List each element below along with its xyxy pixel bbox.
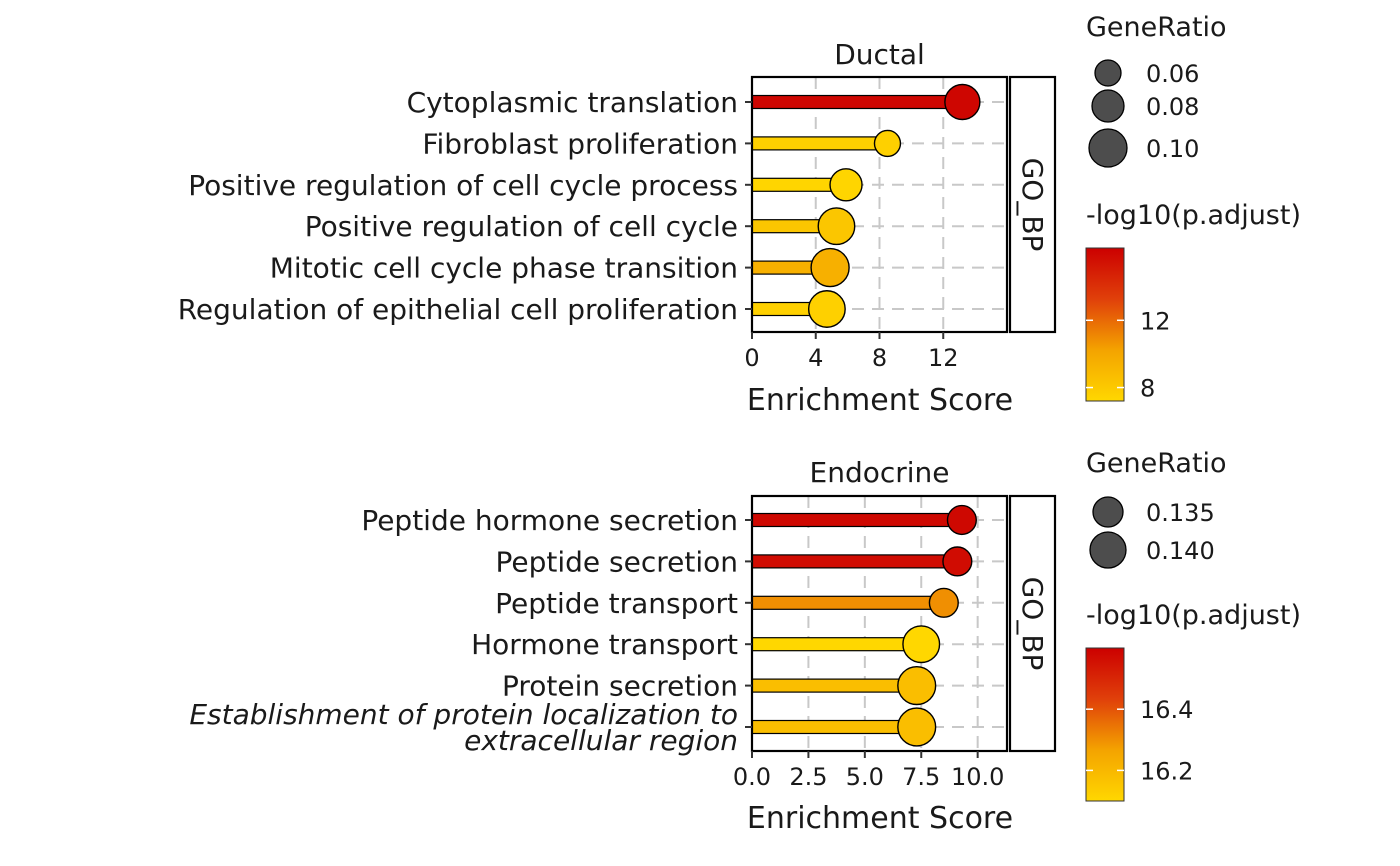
facet-strip-label: GO_BP (1016, 577, 1049, 671)
color-legend-title: -log10(p.adjust) (1086, 600, 1301, 631)
size-legend-title: GeneRatio (1086, 12, 1227, 43)
y-tick-label: Positive regulation of cell cycle (305, 210, 738, 243)
lollipop-point (928, 587, 959, 618)
size-legend-label: 0.08 (1146, 93, 1199, 121)
color-legend-label: 16.4 (1140, 696, 1193, 724)
lollipop-point (829, 168, 863, 202)
size-legend-label: 0.140 (1146, 537, 1215, 565)
color-legend-title: -log10(p.adjust) (1086, 200, 1301, 231)
size-legend-title: GeneRatio (1086, 448, 1227, 479)
x-tick-label: 4 (808, 344, 823, 372)
x-tick-label: 5.0 (846, 763, 884, 791)
y-tick-label: Mitotic cell cycle phase transition (270, 252, 738, 285)
y-tick-label-line: Establishment of protein localization to (189, 698, 738, 731)
lollipop-bar (751, 595, 945, 610)
lollipop-bar (751, 512, 963, 528)
lollipop-point (944, 83, 981, 121)
y-tick-label: Peptide transport (495, 587, 738, 620)
size-legend-key (1088, 128, 1128, 168)
color-legend-bar (1085, 247, 1125, 402)
y-axis-labels: Cytoplasmic translation Fibroblast prolif… (178, 86, 752, 326)
lollipop-point (817, 207, 856, 246)
x-tick-label: 12 (928, 344, 959, 372)
facet-strip-label: GO_BP (1016, 158, 1049, 252)
facet-strip (1008, 494, 1057, 753)
lollipop-point (873, 129, 902, 158)
x-tick-label: 2.5 (789, 763, 827, 791)
y-tick-label: Hormone transport (471, 628, 738, 661)
color-legend: -log10(p.adjust) 16.2 16.4 (1085, 600, 1301, 802)
panel-ductal: Ductal GO_BP Cytoplasmic translation Fibrob… (178, 12, 1301, 418)
lollipop-point (946, 504, 977, 536)
y-tick-label-line: extracellular region (464, 724, 738, 757)
size-legend-label: 0.135 (1146, 499, 1215, 527)
lollipop-point (810, 247, 850, 288)
y-tick-label: Positive regulation of cell cycle proces… (188, 169, 738, 202)
y-tick-label: Protein secretion (502, 670, 738, 703)
size-legend-key (1089, 531, 1127, 569)
lollipop-bar (751, 678, 918, 693)
y-tick-label: Fibroblast proliferation (422, 127, 738, 160)
x-axis: 0.0 2.5 5.0 7.5 10.0 Enrichment Score (733, 751, 1013, 836)
lollipop-bar (751, 94, 963, 110)
grid-lines (751, 496, 1007, 751)
lollipop-marks (751, 83, 981, 328)
lollipop-point (942, 546, 973, 577)
panel-title: Ductal (834, 38, 925, 71)
lollipop-bar (751, 637, 922, 652)
size-legend-key (1091, 89, 1125, 123)
y-tick-label: Peptide secretion (495, 545, 738, 578)
lollipop-bar (751, 554, 958, 569)
y-axis-labels: Peptide hormone secretion Peptide secreti… (189, 504, 752, 757)
color-legend: -log10(p.adjust) 8 12 (1085, 200, 1301, 403)
lollipop-point (807, 290, 846, 328)
size-legend-key (1092, 496, 1124, 528)
x-tick-label: 0 (744, 344, 759, 372)
size-legend-label: 0.06 (1146, 60, 1199, 88)
x-axis-title: Enrichment Score (747, 801, 1013, 836)
size-legend-label: 0.10 (1146, 135, 1199, 163)
color-legend-label: 8 (1140, 375, 1155, 403)
x-axis: 0 4 8 12 Enrichment Score (744, 332, 1013, 418)
lollipop-bar (751, 719, 918, 735)
x-tick-label: 0.0 (733, 763, 771, 791)
size-legend: GeneRatio 0.06 0.08 0.10 (1086, 12, 1227, 168)
panel-title: Endocrine (810, 456, 950, 489)
color-legend-bar (1085, 647, 1125, 802)
size-legend-key (1094, 59, 1122, 87)
facet-strip (1008, 75, 1057, 334)
color-legend-label: 16.2 (1140, 757, 1193, 785)
x-tick-label: 10.0 (951, 763, 1004, 791)
y-tick-label: Regulation of epithelial cell proliferat… (178, 293, 738, 326)
lollipop-bar (751, 136, 889, 151)
size-legend: GeneRatio 0.135 0.140 (1086, 448, 1227, 569)
lollipop-point (902, 625, 941, 664)
y-tick-label: Peptide hormone secretion (361, 504, 738, 537)
lollipop-point (897, 665, 937, 706)
panel-frame (750, 494, 1009, 753)
x-tick-label: 7.5 (902, 763, 940, 791)
y-tick-label: Cytoplasmic translation (407, 86, 738, 119)
x-axis-title: Enrichment Score (747, 383, 1013, 418)
x-tick-label: 8 (872, 344, 887, 372)
lollipop-point (897, 707, 937, 747)
color-legend-label: 12 (1140, 307, 1171, 335)
